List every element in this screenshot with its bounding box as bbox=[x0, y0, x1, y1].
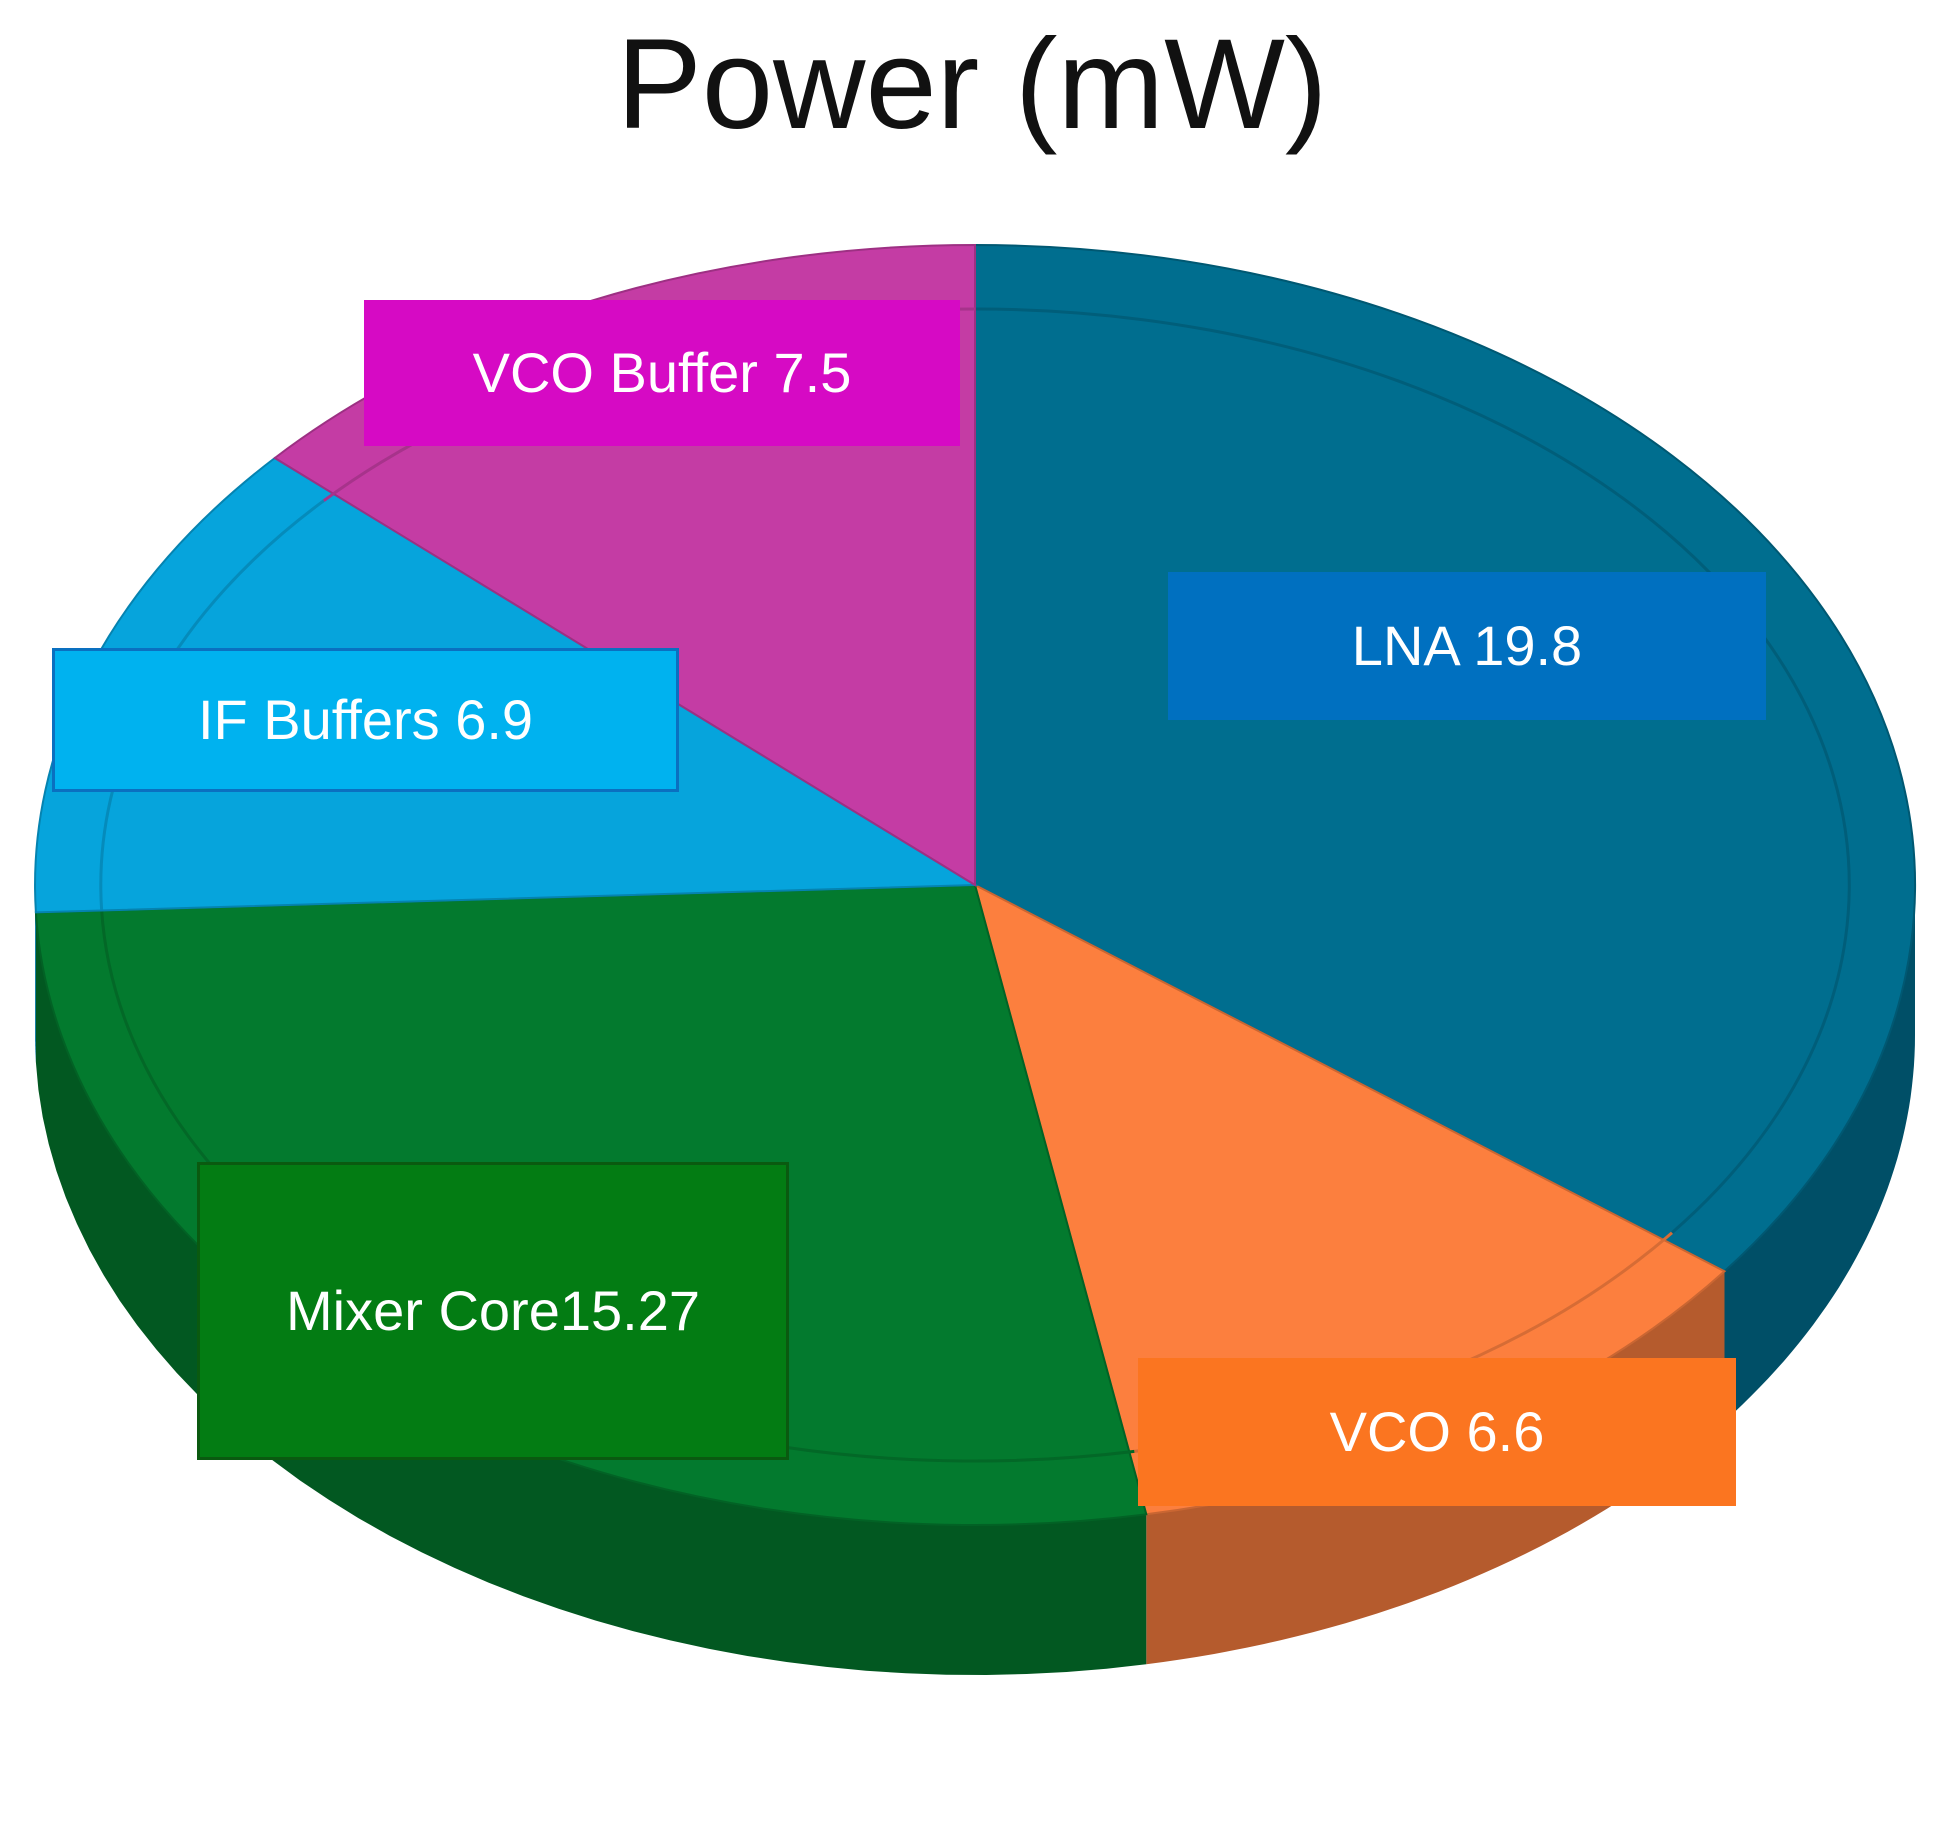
data-label-mixer-core: Mixer Core 15.27 bbox=[197, 1162, 789, 1460]
data-label-mixer-core-name: Mixer Core bbox=[286, 1279, 560, 1342]
data-label-if-buffers: IF Buffers 6.9 bbox=[52, 648, 679, 792]
data-label-vco: VCO 6.6 bbox=[1138, 1358, 1736, 1506]
data-label-mixer-core-value: 15.27 bbox=[559, 1279, 700, 1342]
pie-side-mixer-core bbox=[35, 912, 1147, 1675]
pie-slice-lna bbox=[974, 243, 1917, 1273]
data-label-lna: LNA 19.8 bbox=[1168, 572, 1766, 720]
pie-side-lna bbox=[1724, 885, 1915, 1422]
chart-title: Power (mW) bbox=[616, 13, 1328, 156]
pie-side-if-buffers bbox=[35, 885, 36, 1063]
data-label-vco-buffer: VCO Buffer 7.5 bbox=[364, 300, 960, 446]
